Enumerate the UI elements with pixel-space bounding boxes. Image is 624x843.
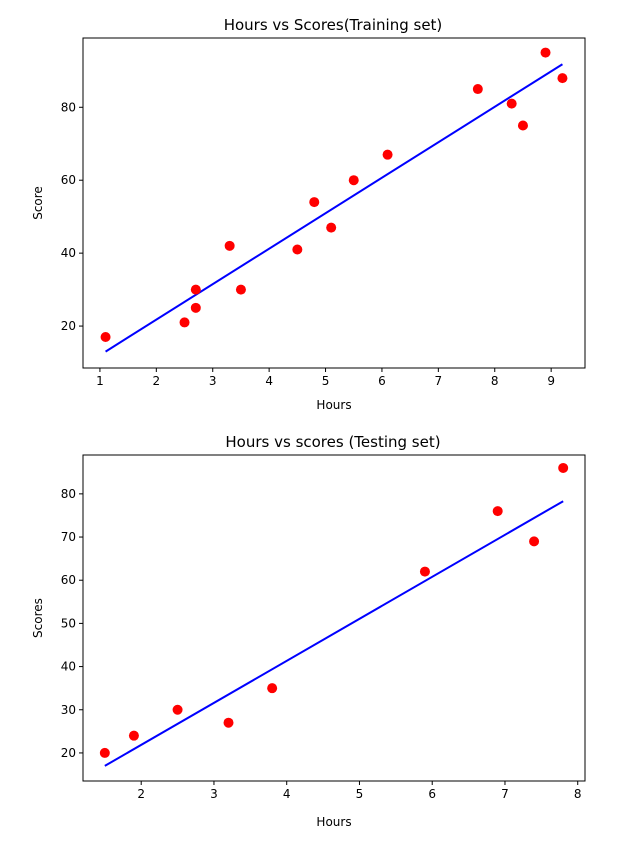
y-axis-label: Scores	[31, 598, 45, 638]
x-tick-label: 7	[435, 374, 443, 388]
data-point	[172, 704, 183, 715]
data-point	[382, 149, 393, 160]
y-tick-label: 70	[61, 530, 76, 544]
x-tick-label: 5	[356, 787, 364, 801]
x-tick-label: 4	[283, 787, 291, 801]
y-tick-label: 40	[61, 660, 76, 674]
x-axis-label: Hours	[316, 398, 351, 412]
regression-line	[105, 63, 563, 353]
chart-title: Hours vs Scores(Training set)	[224, 16, 443, 34]
y-axis-ticks: 20 30 40 50 60 70 80	[61, 487, 83, 760]
y-tick-label: 80	[61, 487, 76, 501]
x-tick-label: 3	[210, 787, 218, 801]
y-tick-label: 80	[61, 100, 76, 114]
data-point	[348, 175, 359, 186]
x-tick-label: 8	[574, 787, 582, 801]
x-tick-label: 9	[547, 374, 555, 388]
x-tick-label: 6	[378, 374, 386, 388]
x-tick-label: 6	[428, 787, 436, 801]
x-tick-label: 8	[491, 374, 499, 388]
x-axis-ticks: 2 3 4 5 6 7 8	[137, 781, 582, 801]
data-point	[235, 284, 246, 295]
data-point	[100, 332, 111, 343]
x-tick-label: 2	[137, 787, 145, 801]
x-tick-label: 5	[322, 374, 330, 388]
scatter-points-group	[99, 462, 569, 758]
regression-line	[104, 500, 564, 767]
data-point	[557, 73, 568, 84]
x-tick-label: 2	[153, 374, 161, 388]
data-point	[517, 120, 528, 131]
data-point	[492, 506, 503, 517]
scatter-points-group	[100, 47, 568, 343]
data-point	[223, 717, 234, 728]
data-point	[529, 536, 540, 547]
data-point	[128, 730, 139, 741]
plot-frame	[82, 454, 586, 782]
data-point	[419, 566, 430, 577]
y-tick-label: 20	[61, 746, 76, 760]
x-tick-label: 3	[209, 374, 217, 388]
data-point	[326, 222, 337, 233]
regression-line-group	[104, 500, 564, 767]
data-point	[190, 302, 201, 313]
y-tick-label: 60	[61, 573, 76, 587]
y-axis-ticks: 20 40 60 80	[61, 100, 83, 333]
y-tick-label: 20	[61, 319, 76, 333]
data-point	[540, 47, 551, 58]
data-point	[224, 240, 235, 251]
y-axis-label: Score	[31, 186, 45, 220]
testing-chart: Hours vs scores (Testing set) 2 3 4 5 6 7 8 20…	[31, 433, 586, 829]
data-point	[309, 197, 320, 208]
data-point	[267, 683, 278, 694]
x-tick-label: 1	[96, 374, 104, 388]
data-point	[99, 747, 110, 758]
x-axis-label: Hours	[316, 815, 351, 829]
data-point	[292, 244, 303, 255]
y-tick-label: 60	[61, 173, 76, 187]
y-tick-label: 40	[61, 246, 76, 260]
data-point	[558, 462, 569, 473]
data-point	[472, 84, 483, 95]
x-axis-ticks: 1 2 3 4 5 6 7 8 9	[96, 368, 555, 388]
plot-frame	[82, 37, 586, 369]
data-point	[179, 317, 190, 328]
x-tick-label: 7	[501, 787, 509, 801]
x-tick-label: 4	[265, 374, 273, 388]
data-point	[506, 98, 517, 109]
y-tick-label: 50	[61, 616, 76, 630]
y-tick-label: 30	[61, 703, 76, 717]
regression-line-group	[105, 63, 563, 353]
data-point	[190, 284, 201, 295]
chart-title: Hours vs scores (Testing set)	[225, 433, 440, 451]
